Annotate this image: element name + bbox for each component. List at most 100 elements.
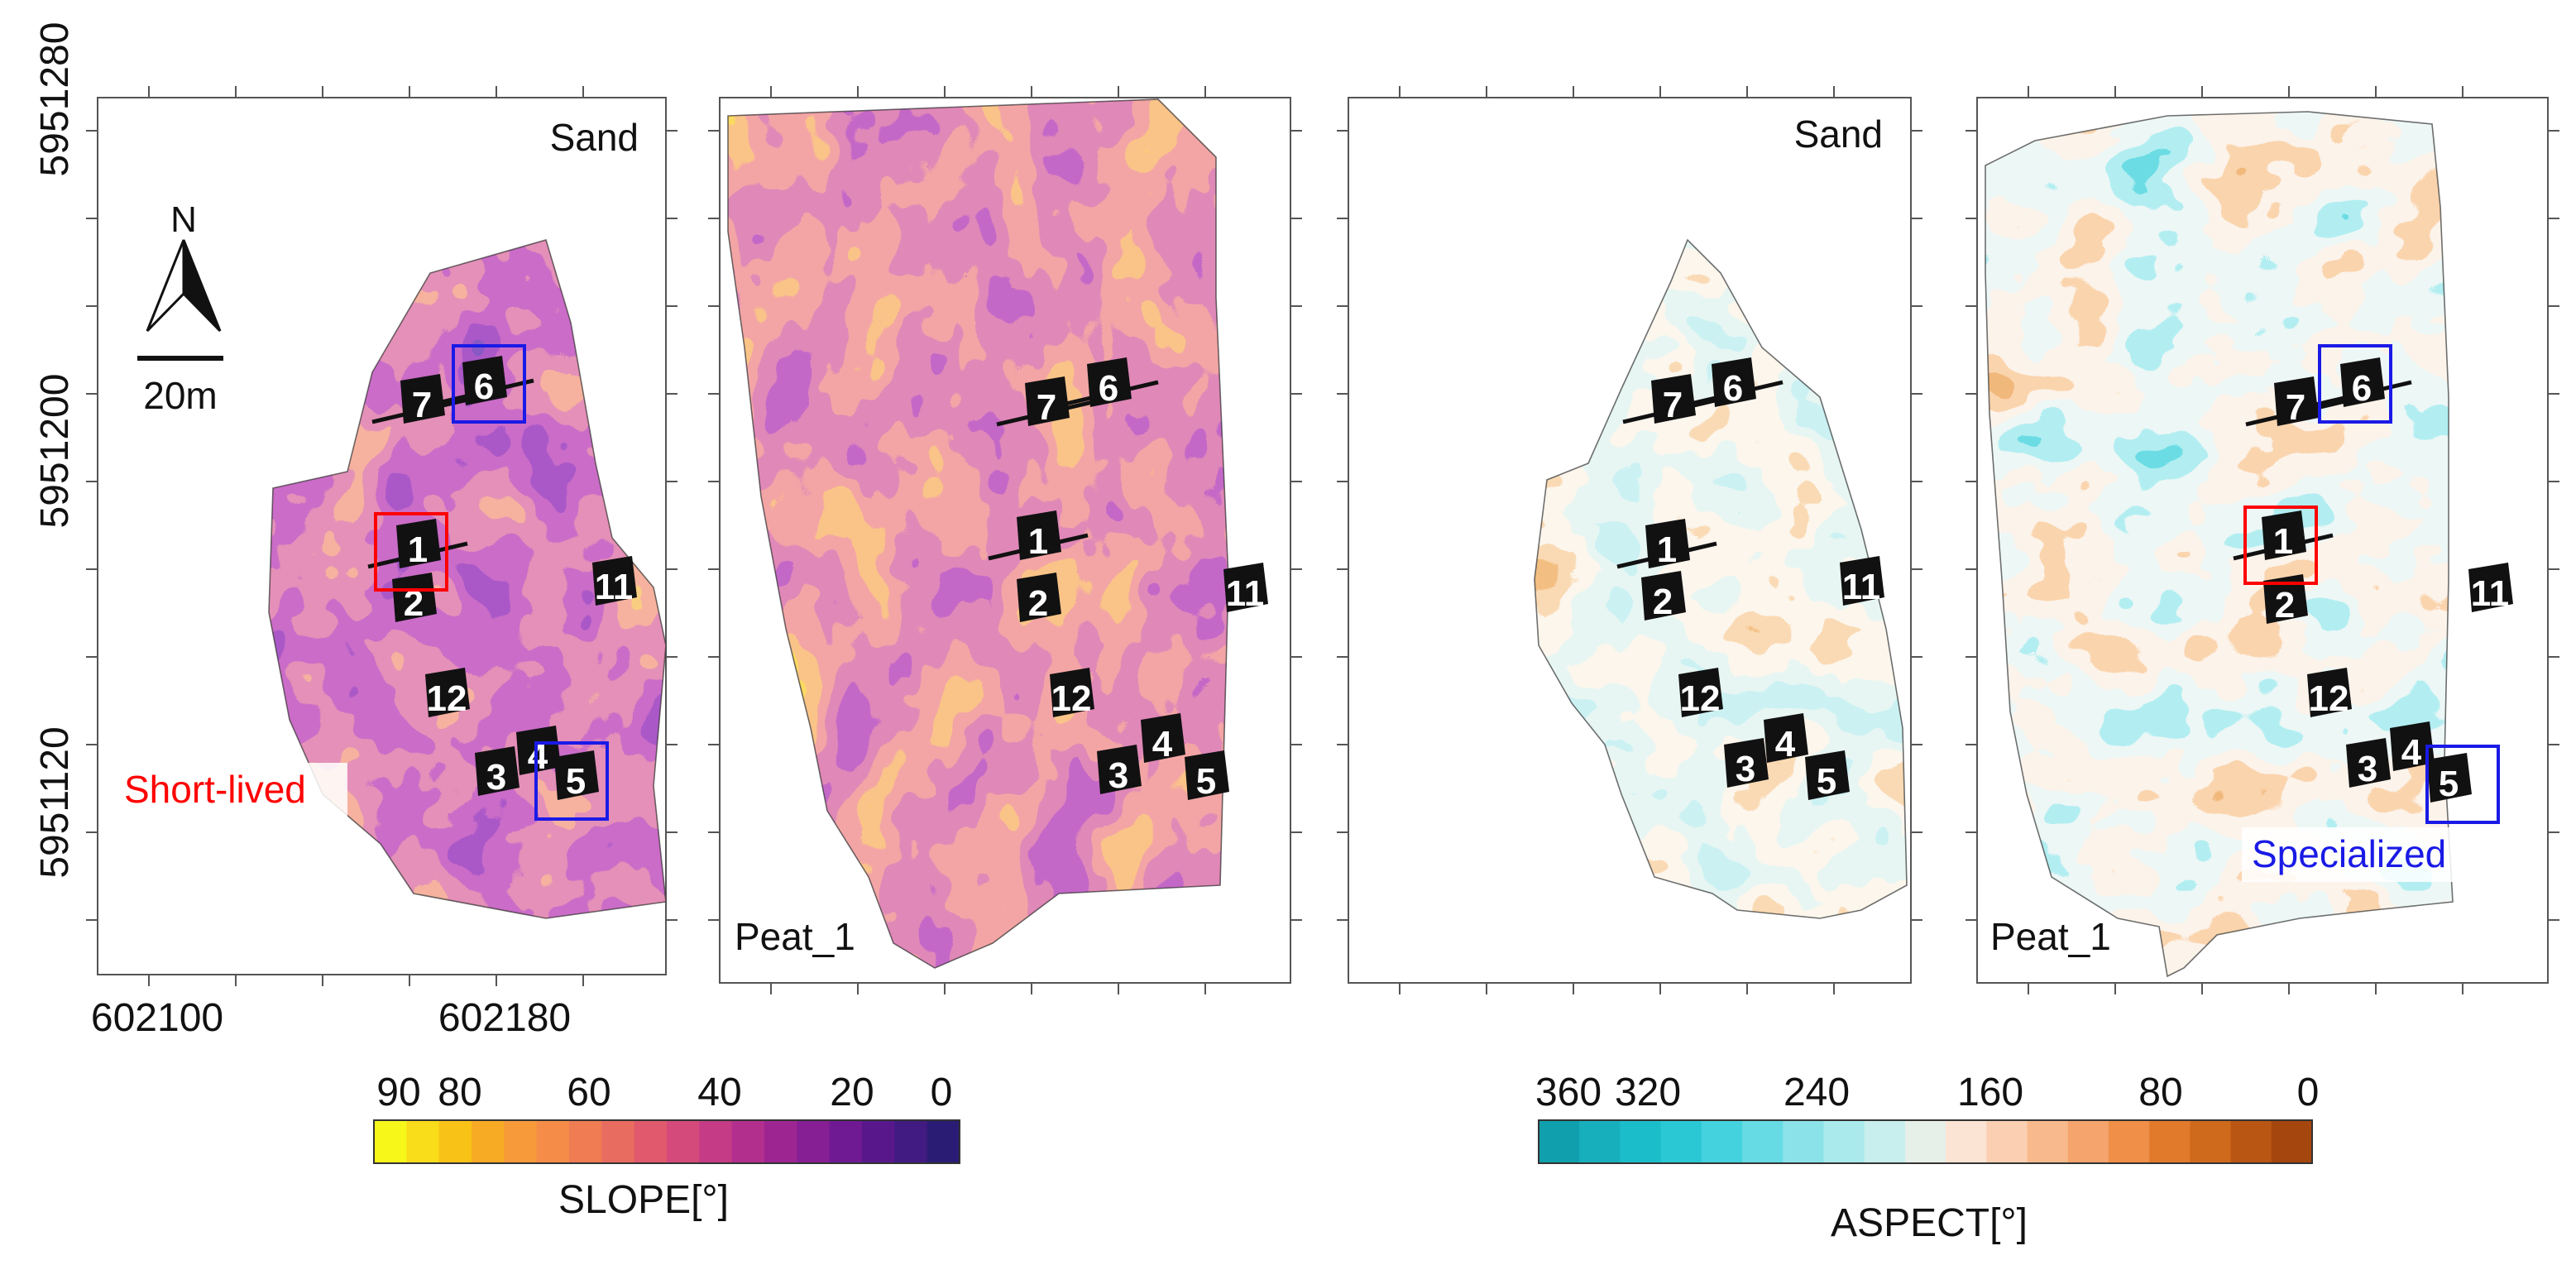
site-label-1-panel-4: 1 [2273, 521, 2293, 562]
north-arrow-icon: N [146, 199, 222, 333]
site-label-6-panel-1: 6 [474, 367, 494, 407]
colorbar-step [504, 1120, 538, 1163]
colorbar-step [374, 1120, 407, 1163]
legend-tick-80: 80 [2138, 1071, 2182, 1114]
legend-tick-240: 240 [1784, 1071, 1850, 1114]
colorbar-step [1864, 1120, 1906, 1163]
colorbar-step [2027, 1120, 2069, 1163]
slope-peat-raster [728, 99, 1228, 968]
colorbar-step [1742, 1120, 1784, 1163]
highlight-boxes [374, 344, 2500, 824]
colorbar-step [1701, 1120, 1743, 1163]
site-label-6-panel-2: 6 [1099, 368, 1118, 409]
site-label-11-panel-2: 11 [1226, 573, 1265, 614]
colorbar-step [2108, 1120, 2150, 1163]
colorbar-step [1986, 1120, 2028, 1163]
site-label-6-panel-4: 6 [2352, 368, 2372, 409]
site-label-12-panel-1: 12 [427, 678, 467, 719]
panel-label-sand-aspect: Sand [1794, 113, 1883, 156]
panel-label-peat-slope: Peat_1 [735, 915, 855, 958]
north-letter: N [170, 199, 197, 240]
y-tick-label-1: 5951280 [33, 22, 77, 177]
short-lived-box-slope [374, 512, 448, 592]
site-label-7-panel-3: 7 [1663, 385, 1683, 425]
y-tick-label-2: 5951200 [33, 374, 77, 529]
legend-tick-80: 80 [438, 1071, 481, 1114]
colorbar-step [829, 1120, 863, 1163]
site-label-7-panel-1: 7 [412, 385, 432, 425]
colorbar-step [926, 1120, 960, 1163]
slope-peat-frame [719, 97, 1291, 984]
site-label-2-panel-2: 2 [1028, 583, 1048, 624]
legend-tick-40: 40 [697, 1071, 741, 1114]
colorbar-step [1620, 1120, 1662, 1163]
colorbar-step [634, 1120, 668, 1163]
legend-tick-160: 160 [1957, 1071, 2023, 1114]
aspect-peat-frame [1976, 97, 2549, 984]
colorbar-step [1539, 1120, 1580, 1163]
site-label-1-panel-2: 1 [1028, 521, 1048, 562]
colorbar-step [1660, 1120, 1702, 1163]
panel-label-peat-aspect: Peat_1 [1990, 915, 2111, 958]
site-label-1-panel-3: 1 [1657, 529, 1677, 570]
site-label-4-panel-4: 4 [2401, 732, 2422, 773]
site-label-12-panel-2: 12 [1051, 678, 1092, 719]
legend-tick-320: 320 [1615, 1071, 1681, 1114]
specialized-annotation: Specialized [2252, 832, 2446, 875]
site-label-12-panel-3: 12 [1680, 678, 1721, 719]
site-label-2-panel-4: 2 [2275, 585, 2295, 625]
site-label-7-panel-4: 7 [2286, 387, 2305, 428]
colorbar-step [894, 1120, 928, 1163]
site-label-5-panel-1: 5 [566, 761, 586, 802]
colorbar-step [2190, 1120, 2232, 1163]
colorbar-step [764, 1120, 797, 1163]
site-label-11-panel-1: 11 [595, 567, 634, 607]
site-label-6-panel-3: 6 [1723, 368, 1743, 409]
site-label-5-panel-3: 5 [1817, 761, 1836, 802]
site-label-3-panel-4: 3 [2358, 749, 2377, 789]
colorbar-step [1823, 1120, 1865, 1163]
colorbar-step [667, 1120, 700, 1163]
scale-bar-label: 20m [143, 374, 217, 417]
site-label-12-panel-4: 12 [2309, 678, 2349, 719]
site-label-2-panel-3: 2 [1653, 582, 1673, 622]
slope-legend: 90 80 60 40 20 0 SLOPE[°] [373, 1071, 960, 1222]
panel-label-sand-slope: Sand [550, 116, 639, 159]
slope-legend-title: SLOPE[°] [558, 1178, 729, 1222]
specialized-box-slope-6 [452, 344, 526, 424]
colorbar-step [2149, 1120, 2191, 1163]
colorbar-step [699, 1120, 733, 1163]
short-lived-annotation: Short-lived [124, 768, 306, 811]
site-label-3-panel-3: 3 [1736, 749, 1755, 789]
legend-tick-60: 60 [567, 1071, 610, 1114]
slope-sand-frame [97, 97, 667, 975]
x-tick-label-2: 602180 [438, 996, 571, 1040]
colorbar-step [536, 1120, 570, 1163]
site-label-3-panel-1: 3 [486, 757, 506, 798]
panel-frames [97, 97, 2549, 984]
colorbar-step [601, 1120, 635, 1163]
colorbar-step [862, 1120, 895, 1163]
site-label-4-panel-3: 4 [1775, 724, 1796, 764]
site-label-11-panel-4: 11 [2471, 573, 2510, 614]
site-label-7-panel-2: 7 [1037, 387, 1056, 428]
colorbar-step [1783, 1120, 1824, 1163]
aspect-legend: 360 320 240 160 80 0 ASPECT[°] [1535, 1071, 2319, 1245]
aspect-colorbar [1539, 1120, 2313, 1163]
short-lived-box-aspect [2243, 506, 2318, 585]
slope-tick-labels: 90 80 60 40 20 0 [376, 1071, 952, 1114]
site-label-4-panel-2: 4 [1152, 724, 1173, 764]
specialized-box-slope-5 [534, 741, 609, 821]
aspect-tick-labels: 360 320 240 160 80 0 [1535, 1071, 2319, 1114]
colorbar-step [2271, 1120, 2313, 1163]
legend-tick-0: 0 [2297, 1071, 2320, 1114]
site-label-11-panel-3: 11 [1842, 567, 1881, 607]
colorbar-step [569, 1120, 602, 1163]
site-label-5-panel-4: 5 [2439, 764, 2459, 804]
colorbar-step [797, 1120, 831, 1163]
site-label-5-panel-2: 5 [1196, 761, 1216, 802]
legend-tick-20: 20 [830, 1071, 874, 1114]
colorbar-step [472, 1120, 505, 1163]
